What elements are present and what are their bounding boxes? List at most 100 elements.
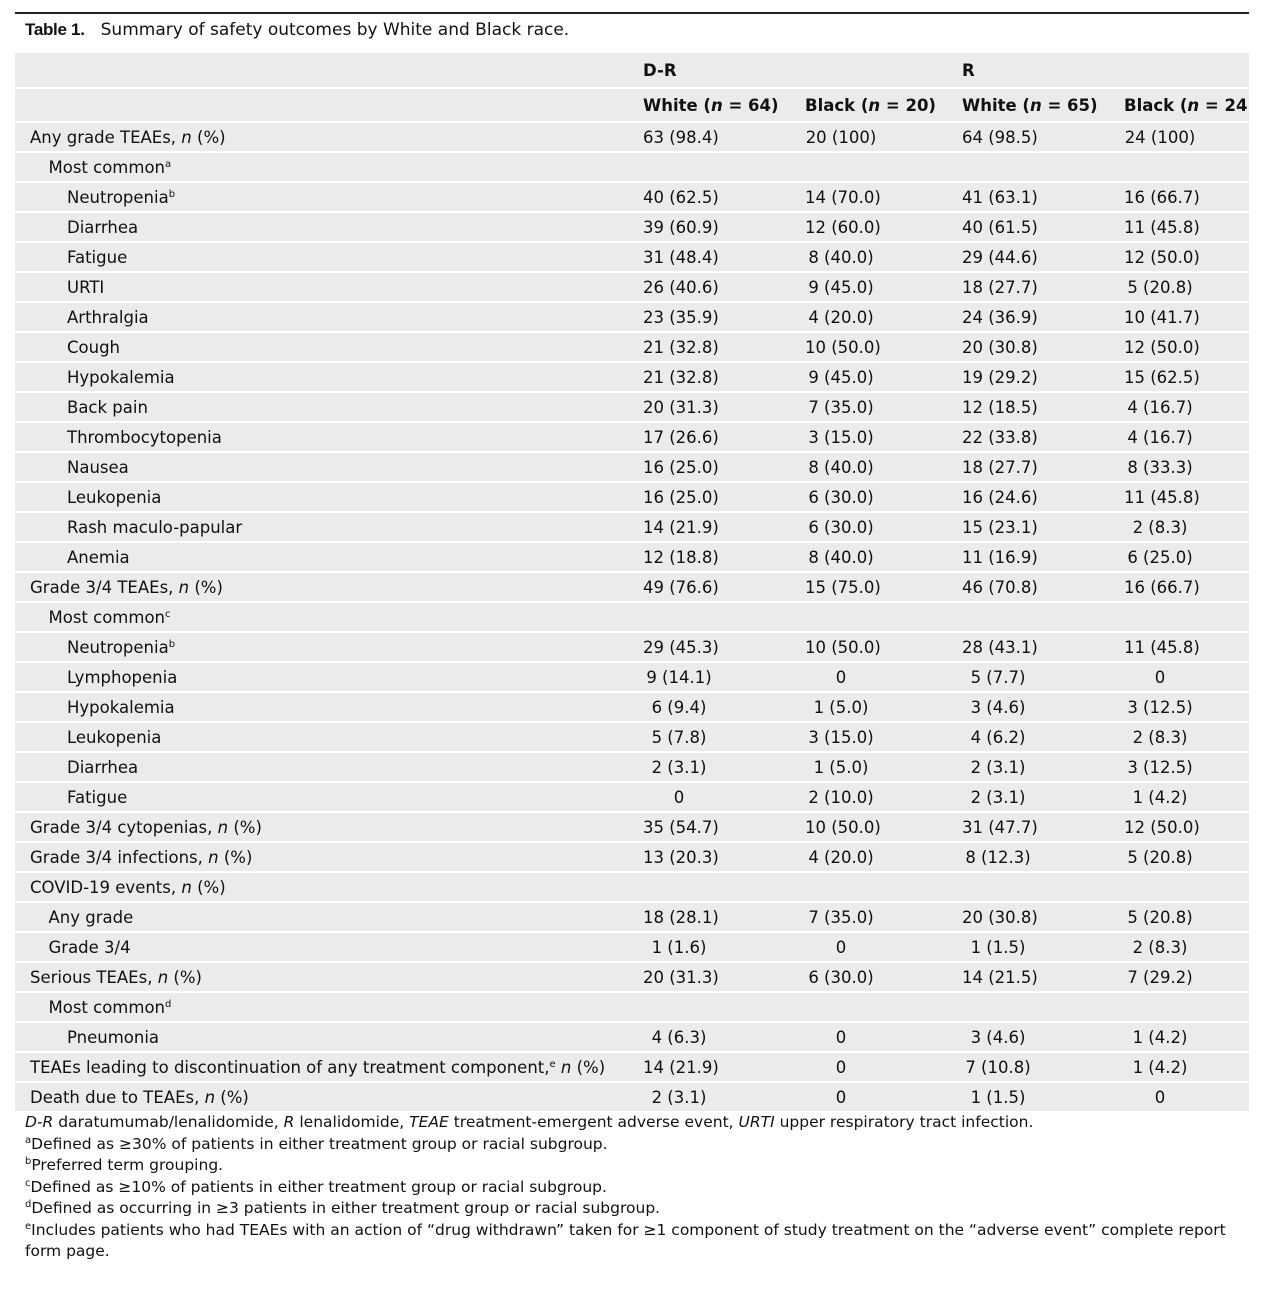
cell-value: 12 (50.0) xyxy=(1124,817,1200,837)
value-cell xyxy=(1124,152,1249,183)
value-cell: 17 (26.6) xyxy=(643,422,805,453)
text-run: Fatigue xyxy=(67,247,128,267)
value-cell: 10 (50.0) xyxy=(805,632,962,663)
value-cell xyxy=(643,992,805,1023)
value-cell: 7 (35.0) xyxy=(805,392,962,423)
table-caption: Summary of safety outcomes by White and … xyxy=(100,20,570,40)
cell-value: 2 (3.1) xyxy=(970,787,1026,807)
value-cell: 2 (3.1) xyxy=(643,1082,805,1113)
italic-run: n xyxy=(178,577,190,597)
text-run: Hypokalemia xyxy=(67,367,175,387)
cell-value: 8 (33.3) xyxy=(1127,457,1193,477)
value-cell: 1 (4.2) xyxy=(1124,782,1249,813)
value-cell: 2 (8.3) xyxy=(1124,722,1249,753)
table-row: Neutropeniab 29 (45.3) 10 (50.0) 28 (43.1) 1… xyxy=(15,632,1249,663)
column-header: White (n = 65) xyxy=(962,88,1124,123)
value-cell xyxy=(962,152,1124,183)
cell-value: 8 (12.3) xyxy=(965,847,1031,867)
value-cell: 39 (60.9) xyxy=(643,212,805,243)
cell-value: 4 (20.0) xyxy=(808,307,874,327)
value-cell: 3 (4.6) xyxy=(962,1022,1124,1053)
footnote-mark: c xyxy=(25,1177,31,1189)
text-run: upper respiratory tract infection. xyxy=(774,1113,1034,1131)
row-label: Grade 3/4 TEAEs, n (%) xyxy=(15,572,643,603)
row-label: Pneumonia xyxy=(15,1022,643,1053)
value-cell: 16 (25.0) xyxy=(643,452,805,483)
cell-value: 1 (1.5) xyxy=(970,1087,1026,1107)
row-label: Most commond xyxy=(15,992,643,1023)
cell-value: 1 (5.0) xyxy=(813,757,869,777)
cell-value: 14 (21.9) xyxy=(643,517,719,537)
value-cell: 8 (12.3) xyxy=(962,842,1124,873)
value-cell: 4 (20.0) xyxy=(805,302,962,333)
table-row: Leukopenia 5 (7.8) 3 (15.0) 4 (6.2) 2 (8.3) xyxy=(15,722,1249,753)
cell-value: 0 xyxy=(673,787,685,807)
cell-value: 10 (41.7) xyxy=(1124,307,1200,327)
italic-run: n xyxy=(868,95,881,115)
cell-value: 28 (43.1) xyxy=(962,637,1038,657)
value-cell: 11 (45.8) xyxy=(1124,632,1249,663)
value-cell xyxy=(962,872,1124,903)
value-cell: 31 (48.4) xyxy=(643,242,805,273)
text-run: daratumumab/lenalidomide, xyxy=(53,1113,284,1131)
cell-value: 20 (31.3) xyxy=(643,397,719,417)
value-cell: 11 (16.9) xyxy=(962,542,1124,573)
value-cell: 6 (9.4) xyxy=(643,692,805,723)
cell-value: 6 (30.0) xyxy=(808,967,874,987)
text-run: Most common xyxy=(48,997,166,1017)
table-row: COVID-19 events, n (%) xyxy=(15,872,1249,903)
value-cell: 5 (7.7) xyxy=(962,662,1124,693)
cell-value: 12 (50.0) xyxy=(1124,337,1200,357)
value-cell: 1 (5.0) xyxy=(805,692,962,723)
footnote-mark: b xyxy=(25,1156,32,1167)
cell-value: 24 (36.9) xyxy=(962,307,1038,327)
table-number: Table 1. xyxy=(25,20,85,39)
value-cell: 1 (1.5) xyxy=(962,932,1124,963)
text-run: (%) xyxy=(228,817,262,837)
footnote-mark: e xyxy=(25,1220,32,1232)
value-cell: 12 (18.5) xyxy=(962,392,1124,423)
text-run: Death due to TEAEs, xyxy=(30,1087,205,1107)
cell-value: 8 (40.0) xyxy=(808,457,874,477)
value-cell: 8 (40.0) xyxy=(805,242,962,273)
cell-value: 7 (35.0) xyxy=(808,397,874,417)
value-cell xyxy=(1124,992,1249,1023)
group-header: D-R xyxy=(643,53,962,89)
value-cell: 20 (31.3) xyxy=(643,392,805,423)
value-cell: 0 xyxy=(805,1082,962,1113)
cell-value: 6 (9.4) xyxy=(651,697,707,717)
cell-value: 20 (30.8) xyxy=(962,337,1038,357)
value-cell: 4 (6.2) xyxy=(962,722,1124,753)
cell-value: 40 (61.5) xyxy=(962,217,1038,237)
italic-run: URTI xyxy=(738,1113,775,1131)
table-row: Most commona xyxy=(15,152,1249,183)
italic-run: n xyxy=(710,95,723,115)
table-row: Pneumonia 4 (6.3) 0 3 (4.6) 1 (4.2) xyxy=(15,1022,1249,1053)
cell-value: 2 (3.1) xyxy=(651,757,707,777)
table-row: Nausea 16 (25.0) 8 (40.0) 18 (27.7) 8 (33.3) xyxy=(15,452,1249,483)
value-cell: 14 (21.9) xyxy=(643,512,805,543)
cell-value: 16 (66.7) xyxy=(1124,187,1200,207)
value-cell: 8 (40.0) xyxy=(805,452,962,483)
cell-value: 20 (30.8) xyxy=(962,907,1038,927)
text-run: Anemia xyxy=(67,547,130,567)
italic-run: n xyxy=(157,967,169,987)
text-run: White ( xyxy=(962,95,1030,115)
value-cell xyxy=(962,602,1124,633)
row-label: Anemia xyxy=(15,542,643,573)
row-label: Any grade xyxy=(15,902,643,933)
text-run: White ( xyxy=(643,95,711,115)
footnotes: D-R daratumumab/lenalidomide, R lenalido… xyxy=(25,1112,1245,1263)
value-cell: 35 (54.7) xyxy=(643,812,805,843)
cell-value: 9 (45.0) xyxy=(808,367,874,387)
value-cell: 5 (20.8) xyxy=(1124,902,1249,933)
value-cell: 20 (30.8) xyxy=(962,332,1124,363)
value-cell: 5 (20.8) xyxy=(1124,272,1249,303)
cell-value: 1 (4.2) xyxy=(1132,1057,1188,1077)
header-cell xyxy=(15,88,643,123)
value-cell: 15 (62.5) xyxy=(1124,362,1249,393)
value-cell: 15 (23.1) xyxy=(962,512,1124,543)
italic-run: D-R xyxy=(25,1113,54,1131)
value-cell: 6 (30.0) xyxy=(805,962,962,993)
value-cell xyxy=(1124,872,1249,903)
